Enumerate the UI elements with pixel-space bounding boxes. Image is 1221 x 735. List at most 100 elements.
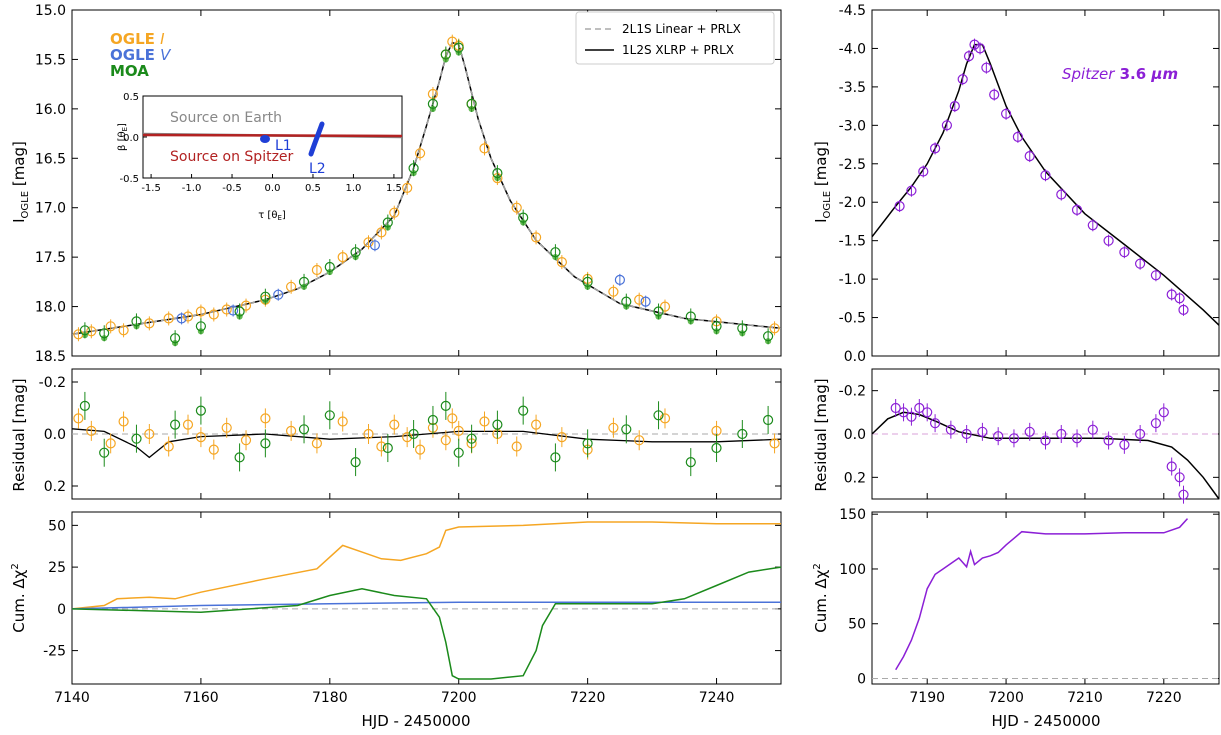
inset: -1.5 -1.0 -0.5 0.0 0.5 1.0 1.5 -0.5 0.0 0.5 Sourc… bbox=[117, 92, 403, 222]
spitzer-point bbox=[989, 89, 1000, 100]
right-chi-xtick-label: 7210 bbox=[1067, 690, 1103, 706]
left-chi-xtick-label: 7180 bbox=[312, 690, 348, 706]
left-lc-ytick-label: 16.0 bbox=[35, 102, 66, 118]
ogle-i-point bbox=[311, 264, 322, 276]
resid-moa-point bbox=[466, 433, 477, 444]
moa-point bbox=[621, 296, 632, 307]
spitzer-resid-point bbox=[1119, 439, 1130, 450]
spitzer-label: Spitzer 3.6 μm bbox=[1062, 65, 1178, 83]
inset-xtick-label: 0.0 bbox=[265, 183, 281, 194]
right-chi-ytick-label: 50 bbox=[848, 617, 866, 633]
ylabel-mag-left: IOGLE [mag] bbox=[10, 141, 31, 223]
resid-moa-point bbox=[762, 414, 774, 426]
ogle-i-point bbox=[402, 182, 413, 193]
spitzer-resid-point bbox=[993, 431, 1004, 442]
spitzer-point bbox=[918, 166, 929, 177]
chi-series-0 bbox=[71, 521, 781, 610]
spitzer-model-line bbox=[871, 43, 1220, 326]
spitzer-point bbox=[969, 39, 980, 50]
ogle-i-point bbox=[337, 252, 348, 263]
ogle-i-point bbox=[144, 318, 155, 329]
resid-ogle-i-point bbox=[286, 425, 297, 436]
resid-moa-point bbox=[234, 452, 245, 463]
spitzer-resid-point bbox=[1150, 418, 1162, 429]
left-chi-frame bbox=[71, 511, 782, 685]
ogle-i-point bbox=[608, 286, 619, 297]
spitzer-point bbox=[1056, 189, 1067, 200]
spitzer-point bbox=[1119, 247, 1130, 258]
left-resid-ytick-label: -0.2 bbox=[39, 375, 66, 391]
chi-series-1 bbox=[71, 601, 781, 610]
ogle-i-point bbox=[659, 301, 671, 312]
resid-moa-point bbox=[518, 405, 529, 416]
resid-moa-point bbox=[382, 442, 393, 454]
resid-moa-point bbox=[621, 424, 632, 435]
right-lc-ytick-label: 0.0 bbox=[844, 349, 866, 365]
resid-ogle-i-point bbox=[260, 413, 271, 424]
spitzer-point bbox=[963, 50, 975, 62]
spitzer-point bbox=[906, 185, 917, 196]
left-lc-frame bbox=[71, 9, 782, 357]
ogle-v-point bbox=[369, 240, 380, 251]
spitzer-resid-point bbox=[1158, 407, 1169, 418]
right-chi-xtick-label: 7200 bbox=[988, 690, 1024, 706]
right-resid-ytick-label: 0.2 bbox=[844, 470, 866, 486]
spitzer-resid-point bbox=[1056, 428, 1067, 440]
moa-point bbox=[298, 276, 310, 287]
right-lc-ytick-label: -1.0 bbox=[839, 272, 866, 288]
spitzer-resid-point bbox=[1087, 424, 1098, 435]
resid-moa-point bbox=[408, 428, 419, 440]
ogle-i-point bbox=[376, 227, 387, 238]
left-resid-ytick-label: 0.0 bbox=[44, 427, 66, 443]
moa-point bbox=[170, 333, 181, 344]
moa-point bbox=[466, 98, 477, 110]
right-lc-ytick-label: -4.0 bbox=[839, 41, 866, 57]
right-lc-ytick-label: -0.5 bbox=[839, 311, 866, 327]
moa-point bbox=[453, 42, 464, 53]
right-chi-ytick-label: 0 bbox=[857, 672, 866, 688]
resid-ogle-i-point bbox=[453, 425, 464, 436]
ogle-i-point bbox=[363, 237, 374, 248]
spitzer-point bbox=[1150, 270, 1162, 281]
left-chi-ytick-label: 25 bbox=[48, 560, 66, 576]
left-lc-ytick-label: 18.5 bbox=[35, 349, 66, 365]
ogle-v-point bbox=[640, 296, 651, 307]
spitzer-resid-point bbox=[1166, 461, 1177, 472]
ylabel-resid-left: Residual [mag] bbox=[10, 378, 28, 491]
spitzer-point bbox=[1103, 235, 1114, 246]
ogle-i-point bbox=[530, 232, 542, 243]
resid-moa-point bbox=[492, 419, 503, 430]
left-lc-ytick-label: 17.5 bbox=[35, 250, 66, 266]
resid-ogle-i-point bbox=[86, 425, 97, 436]
resid-moa-point bbox=[260, 438, 271, 449]
spitzer-point bbox=[1000, 108, 1012, 119]
inset-label-l1: L1 bbox=[275, 138, 292, 154]
inset-label-l2: L2 bbox=[309, 161, 326, 177]
inset-label-spitzer: Source on Spitzer bbox=[170, 149, 294, 165]
ogle-v-point bbox=[176, 313, 187, 324]
right-lc-ytick-label: -3.5 bbox=[839, 80, 866, 96]
resid-moa-point bbox=[737, 428, 748, 440]
ogle-i-point bbox=[163, 313, 174, 324]
resid-ogle-i-point bbox=[659, 413, 671, 424]
resid-moa-point bbox=[582, 438, 593, 449]
spitzer-point bbox=[1040, 170, 1051, 181]
legend-ogle-v: OGLE V bbox=[110, 46, 172, 64]
spitzer-chi-series-0 bbox=[895, 518, 1189, 671]
resid-moa-point bbox=[653, 410, 664, 421]
spitzer-resid-model-line bbox=[871, 411, 1220, 500]
spitzer-resid-point bbox=[922, 407, 933, 418]
ylabel-chi-left: Cum. Δχ2 bbox=[10, 563, 28, 632]
spitzer-point bbox=[981, 62, 992, 73]
spitzer-point bbox=[1087, 220, 1098, 231]
ylabel-chi-right: Cum. Δχ2 bbox=[812, 563, 830, 632]
ogle-i-point bbox=[118, 325, 129, 336]
ogle-i-point bbox=[240, 300, 252, 311]
spitzer-point bbox=[1012, 131, 1024, 142]
ogle-i-point bbox=[221, 304, 232, 315]
spitzer-point bbox=[941, 120, 953, 131]
resid-moa-point bbox=[427, 414, 438, 426]
moa-point bbox=[324, 261, 335, 273]
moa-point bbox=[737, 323, 748, 334]
resid-moa-point bbox=[453, 447, 464, 458]
